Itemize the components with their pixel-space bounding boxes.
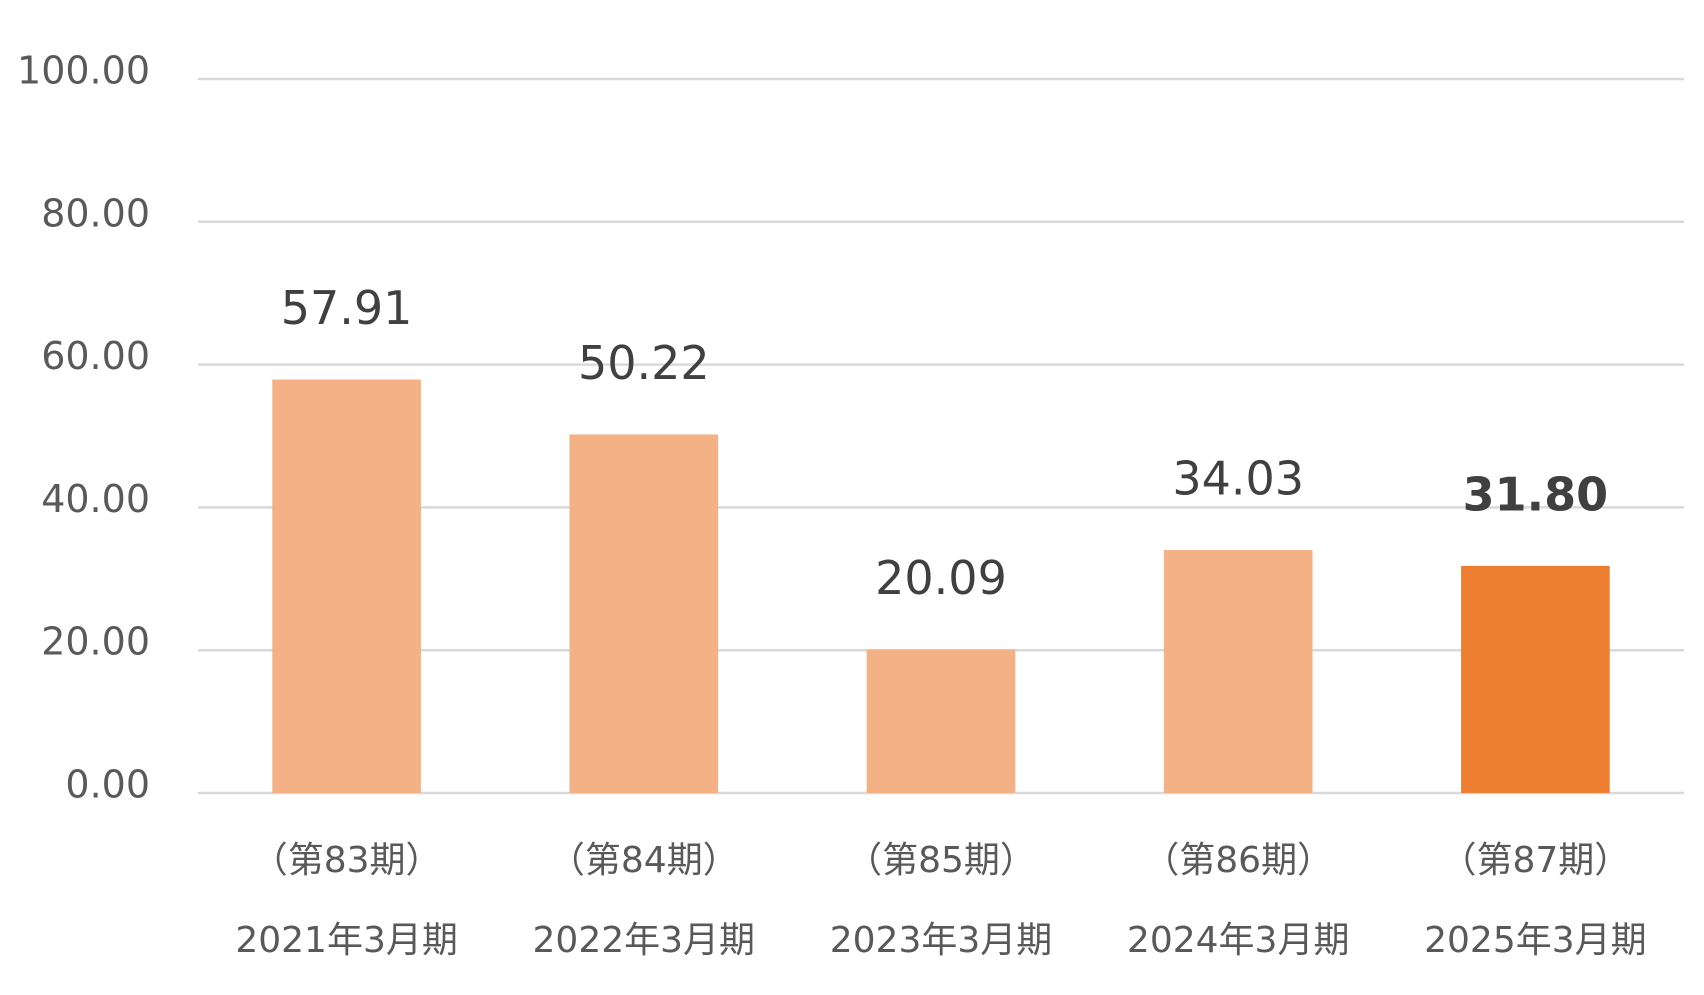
bar <box>1461 565 1610 793</box>
y-tick-label: 80.00 <box>41 191 150 235</box>
x-tick-label: （第83期） <box>252 840 442 881</box>
bar <box>866 649 1016 793</box>
x-tick-label: 2024年3月期 <box>1127 920 1350 961</box>
bar <box>272 379 421 793</box>
data-label: 34.03 <box>1172 452 1304 506</box>
x-tick-label: （第84期） <box>549 840 739 881</box>
x-tick-label: （第86期） <box>1143 840 1333 881</box>
x-tick-label: 2023年3月期 <box>830 920 1053 961</box>
data-label: 50.22 <box>578 336 710 390</box>
y-tick-label: 0.00 <box>65 763 150 807</box>
bar <box>569 434 719 793</box>
data-label: 31.80 <box>1463 467 1609 521</box>
data-label: 57.91 <box>281 281 413 335</box>
x-tick-label: 2021年3月期 <box>235 920 458 961</box>
data-label: 20.09 <box>875 551 1007 605</box>
x-tick-label: （第87期） <box>1440 840 1630 881</box>
y-tick-label: 60.00 <box>41 334 150 378</box>
y-tick-label: 100.00 <box>17 49 150 93</box>
x-tick-label: （第85期） <box>846 840 1036 881</box>
y-tick-label: 20.00 <box>41 620 150 664</box>
x-tick-label: 2022年3月期 <box>533 920 756 961</box>
x-tick-label: 2025年3月期 <box>1424 920 1647 961</box>
y-tick-label: 40.00 <box>41 477 150 521</box>
bar <box>1163 550 1313 793</box>
